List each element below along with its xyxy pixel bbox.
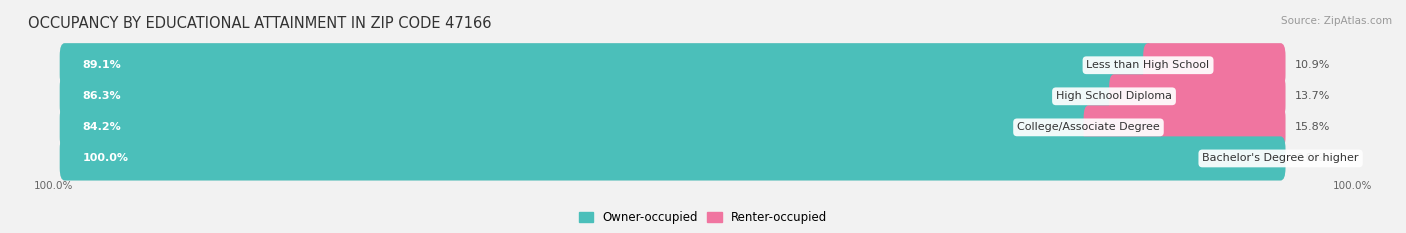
FancyBboxPatch shape [59,43,1285,87]
Text: 13.7%: 13.7% [1295,91,1330,101]
Text: Source: ZipAtlas.com: Source: ZipAtlas.com [1281,16,1392,26]
Text: 0.0%: 0.0% [1295,154,1323,163]
FancyBboxPatch shape [59,74,1285,118]
FancyBboxPatch shape [59,136,1285,181]
Text: High School Diploma: High School Diploma [1056,91,1173,101]
Text: 86.3%: 86.3% [83,91,121,101]
Text: Less than High School: Less than High School [1087,60,1209,70]
FancyBboxPatch shape [59,105,1285,149]
Text: 100.0%: 100.0% [34,181,73,191]
Text: 100.0%: 100.0% [1333,181,1372,191]
FancyBboxPatch shape [59,136,1285,181]
Legend: Owner-occupied, Renter-occupied: Owner-occupied, Renter-occupied [574,206,832,229]
Text: 84.2%: 84.2% [83,122,121,132]
Text: College/Associate Degree: College/Associate Degree [1017,122,1160,132]
FancyBboxPatch shape [1143,43,1285,87]
Text: 89.1%: 89.1% [83,60,121,70]
FancyBboxPatch shape [1084,105,1285,149]
Text: Bachelor's Degree or higher: Bachelor's Degree or higher [1202,154,1358,163]
Text: OCCUPANCY BY EDUCATIONAL ATTAINMENT IN ZIP CODE 47166: OCCUPANCY BY EDUCATIONAL ATTAINMENT IN Z… [28,16,492,31]
Text: 10.9%: 10.9% [1295,60,1330,70]
Text: 15.8%: 15.8% [1295,122,1330,132]
FancyBboxPatch shape [59,43,1153,87]
FancyBboxPatch shape [59,74,1119,118]
Text: 100.0%: 100.0% [83,154,129,163]
FancyBboxPatch shape [1109,74,1285,118]
FancyBboxPatch shape [59,105,1094,149]
